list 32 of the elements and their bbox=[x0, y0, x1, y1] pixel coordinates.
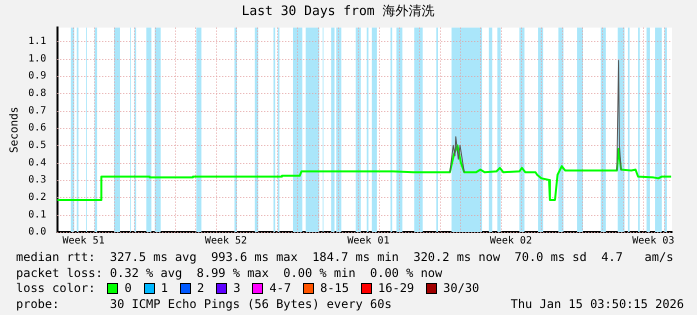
y-tick-label: 0.1 bbox=[28, 209, 46, 220]
y-tick-label: 0.7 bbox=[28, 105, 46, 116]
x-tick-label: Week 51 bbox=[62, 236, 105, 247]
y-tick-label: 0.4 bbox=[28, 157, 46, 168]
legend-label: 0 bbox=[124, 281, 132, 296]
y-tick-label: 0.0 bbox=[28, 226, 46, 238]
text: packet loss: 0.32 % avg 8.99 % max 0.00 % min 0.00 % now bbox=[16, 266, 442, 281]
x-tick-label: Week 03 bbox=[632, 236, 674, 247]
legend-label: 16-29 bbox=[378, 281, 414, 296]
y-tick-label: 1.1 bbox=[28, 36, 46, 48]
text: probe: 30 ICMP Echo Pings (56 Bytes) every 60s bbox=[16, 296, 392, 312]
x-tick-label: Week 02 bbox=[490, 236, 532, 247]
legend-label: 3 bbox=[233, 281, 240, 296]
x-tick-label: Week 01 bbox=[347, 236, 390, 247]
legend-title: loss color: bbox=[16, 281, 96, 296]
y-tick-label: 0.8 bbox=[28, 88, 46, 100]
legend-label: 8-15 bbox=[320, 281, 350, 296]
y-tick-label: 1.0 bbox=[28, 53, 46, 64]
legend-label: 4-7 bbox=[269, 281, 292, 296]
legend-label: 30/30 bbox=[443, 281, 480, 296]
legend-label: 2 bbox=[196, 281, 204, 296]
y-axis-title: Seconds bbox=[7, 106, 20, 153]
y-tick-label: 0.5 bbox=[28, 140, 46, 151]
y-tick-label: 0.3 bbox=[28, 174, 46, 186]
x-tick-label: Week 52 bbox=[204, 236, 248, 247]
text: median rtt: 327.5 ms avg 993.6 ms max 184.7 ms min 320.2 ms now 70.0 ms sd 4.7 am/s bbox=[16, 250, 674, 266]
legend-label: 1 bbox=[160, 281, 168, 296]
y-tick-label: 0.6 bbox=[28, 122, 46, 134]
y-tick-label: 0.9 bbox=[28, 70, 46, 82]
text: Thu Jan 15 03:50:15 2026 bbox=[510, 296, 684, 312]
y-tick-label: 0.2 bbox=[28, 192, 46, 203]
chart-title: Last 30 Days from 海外清洗 bbox=[242, 4, 434, 20]
